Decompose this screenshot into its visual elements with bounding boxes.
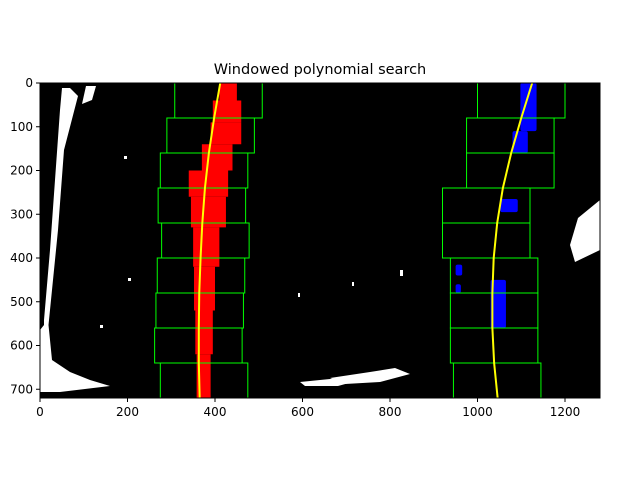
left-pixel-region-1 — [212, 100, 242, 123]
y-tick-label-0: 0 — [25, 76, 33, 90]
plot-area — [40, 82, 600, 399]
right-pixel-region-2 — [500, 198, 518, 213]
y-tick-label-300: 300 — [10, 207, 33, 221]
y-tick-label-600: 600 — [10, 339, 33, 353]
left-pixel-region-7 — [194, 266, 215, 311]
x-tick-label-800: 800 — [379, 405, 402, 419]
right-pixel-region-3 — [490, 279, 506, 328]
y-tick-label-400: 400 — [10, 251, 33, 265]
left-pixel-region-6 — [193, 227, 220, 267]
left-fit-line — [197, 82, 222, 399]
right-pixel-region-0 — [520, 83, 537, 132]
x-tick-label-0: 0 — [36, 405, 44, 419]
bottom-left-noise — [40, 320, 110, 392]
left-pixel-region-0 — [219, 83, 237, 101]
y-tick-label-100: 100 — [10, 120, 33, 134]
image-background — [40, 83, 600, 398]
left-pixel-region-4 — [188, 170, 229, 197]
dot-3 — [352, 282, 354, 286]
right-pixel-region-4 — [455, 264, 463, 276]
x-tick-label-1200: 1200 — [550, 405, 581, 419]
chart-title: Windowed polynomial search — [214, 62, 427, 78]
bottom-right-noise — [330, 368, 410, 384]
axes-frame — [39, 82, 601, 399]
x-tick-label-600: 600 — [291, 405, 314, 419]
left-pixel-region-5 — [190, 196, 226, 228]
left-edge-streak — [44, 88, 78, 340]
dot-1 — [124, 156, 127, 159]
right-pixel-region-5 — [455, 284, 461, 293]
left-pixel-region-2 — [210, 122, 242, 145]
x-tick-label-400: 400 — [204, 405, 227, 419]
dot-2 — [400, 270, 403, 276]
y-tick-label-200: 200 — [10, 164, 33, 178]
right-edge-streak — [570, 200, 600, 262]
x-tick-label-200: 200 — [116, 405, 139, 419]
y-axis-ticks: 0 100 200 300 400 500 600 700 — [10, 76, 40, 396]
x-tick-label-1000: 1000 — [462, 405, 493, 419]
y-tick-label-700: 700 — [10, 382, 33, 396]
right-fit-line — [491, 82, 534, 399]
noise-pixels — [40, 86, 600, 392]
y-tick-label-500: 500 — [10, 295, 33, 309]
dot-6 — [100, 325, 103, 328]
right-lane-pixels — [455, 83, 537, 328]
left-edge-streak-2 — [82, 86, 96, 104]
right-search-windows — [442, 82, 566, 399]
dot-4 — [298, 293, 300, 297]
x-axis-ticks: 0 200 400 600 800 1000 1200 — [36, 398, 580, 419]
dot-5 — [128, 278, 131, 281]
